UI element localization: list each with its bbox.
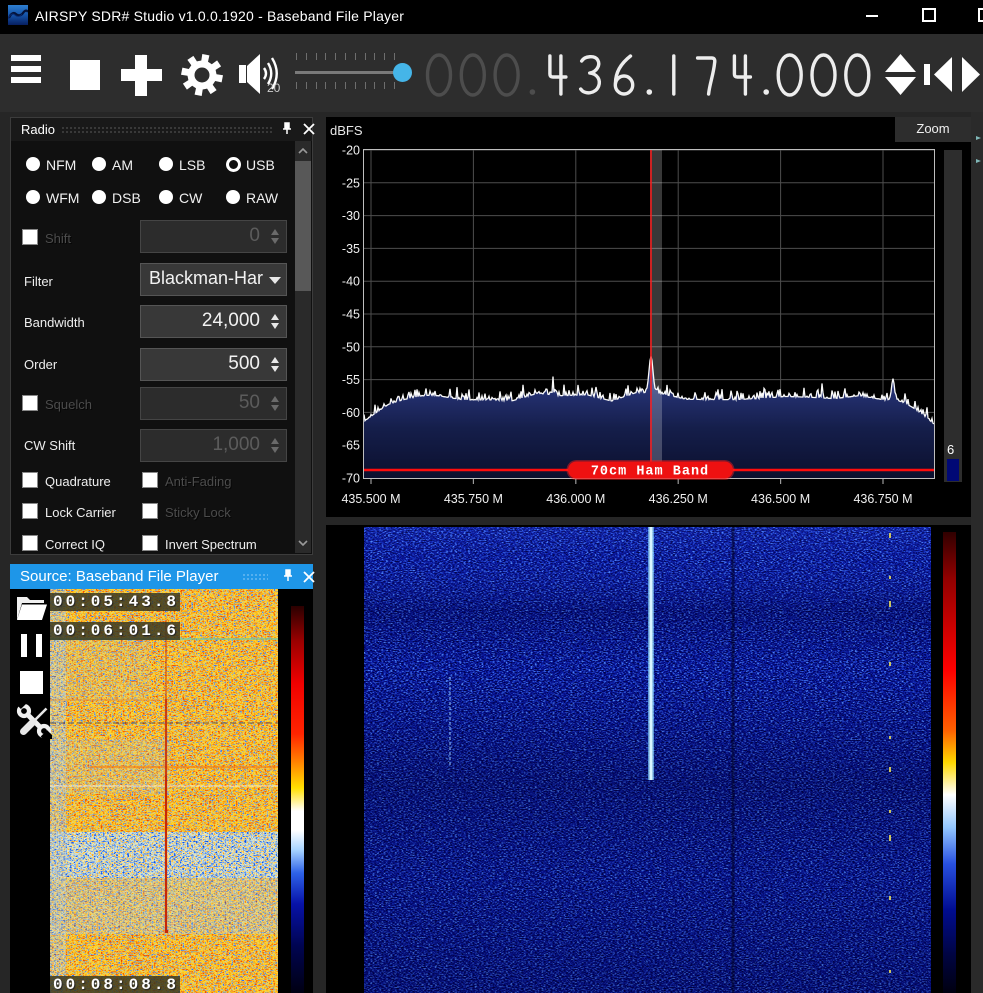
svg-text:-40: -40 [342,275,360,289]
svg-text:436.500 M: 436.500 M [751,492,810,506]
svg-text:-60: -60 [342,406,360,420]
svg-text:-70: -70 [342,472,360,486]
svg-text:435.750 M: 435.750 M [444,492,503,506]
svg-text:-50: -50 [342,340,360,354]
svg-text:436.250 M: 436.250 M [649,492,708,506]
svg-text:-45: -45 [342,308,360,322]
svg-text:436.000 M: 436.000 M [546,492,605,506]
svg-text:-55: -55 [342,373,360,387]
svg-text:-30: -30 [342,209,360,223]
svg-text:435.500 M: 435.500 M [341,492,400,506]
svg-text:-65: -65 [342,439,360,453]
svg-text:70cm Ham Band: 70cm Ham Band [591,465,709,480]
svg-text:-20: -20 [342,144,360,158]
svg-text:-25: -25 [342,176,360,190]
svg-text:436.750 M: 436.750 M [853,492,912,506]
svg-text:-35: -35 [342,242,360,256]
